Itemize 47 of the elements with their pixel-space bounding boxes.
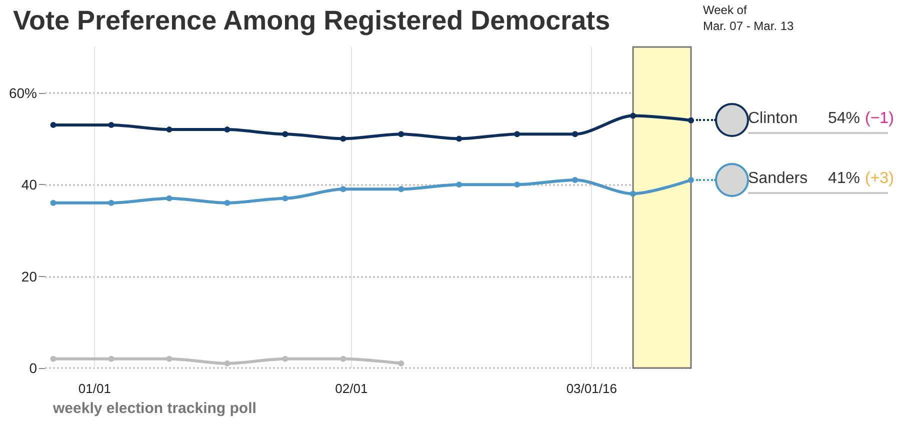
y-tick-label: 40 <box>21 176 38 193</box>
chart-title: Vote Preference Among Registered Democrats <box>13 6 610 36</box>
y-tick-label: 20 <box>21 268 38 284</box>
point <box>340 356 346 362</box>
point <box>224 200 230 206</box>
text: weekly election tracking poll <box>53 400 256 417</box>
point <box>50 122 56 128</box>
point <box>456 182 462 188</box>
point <box>688 117 694 124</box>
text: (+3) <box>865 170 894 188</box>
point <box>166 195 172 202</box>
point <box>340 136 346 142</box>
legend-label: Clinton <box>748 110 798 128</box>
band-label: Week of Mar. 07 - Mar. 13 <box>703 2 794 34</box>
point <box>108 356 114 362</box>
point <box>50 200 56 206</box>
point <box>514 131 520 138</box>
point <box>340 186 346 192</box>
text: 54% <box>828 110 860 128</box>
point <box>630 190 636 197</box>
text: (−1) <box>865 110 894 128</box>
point <box>398 186 404 192</box>
point <box>224 360 230 366</box>
point <box>224 126 230 133</box>
point <box>282 131 288 138</box>
x-tick-label: 01/01 <box>78 381 111 396</box>
x-tick-label: 02/01 <box>335 381 368 396</box>
point <box>572 131 578 138</box>
point <box>398 131 404 138</box>
point <box>514 182 520 188</box>
x-tick-label: 03/01/16 <box>566 381 617 396</box>
point <box>688 176 694 183</box>
point <box>282 356 288 362</box>
point <box>572 176 578 183</box>
point <box>166 356 172 362</box>
point <box>108 122 114 128</box>
text: 41% <box>828 170 860 188</box>
legend-label: Sanders <box>748 170 808 188</box>
y-tick-label: 0 <box>29 360 38 376</box>
point <box>166 126 172 133</box>
point <box>108 200 114 206</box>
y-tick-label: 60% <box>8 84 37 101</box>
point <box>456 136 462 142</box>
point <box>282 195 288 202</box>
point <box>630 112 636 119</box>
point <box>50 356 56 362</box>
point <box>398 360 404 366</box>
